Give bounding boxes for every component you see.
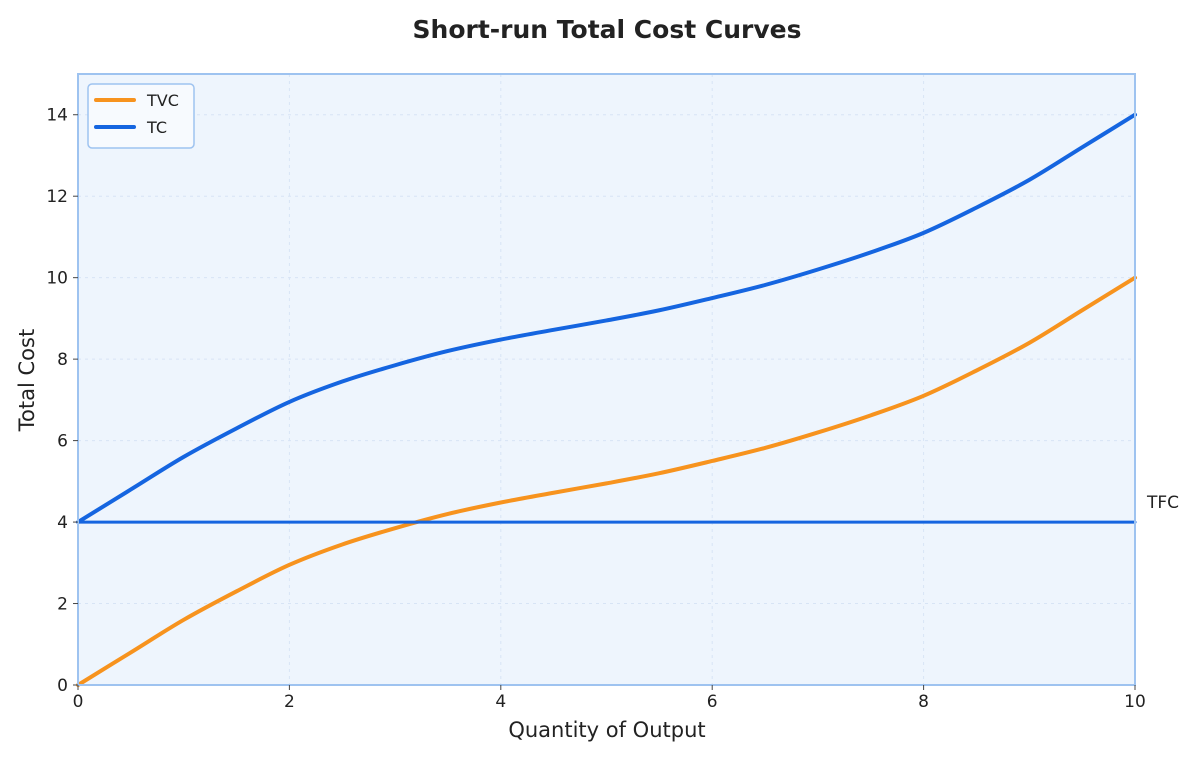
plot-frame [77, 73, 1136, 686]
x-tick-label: 6 [707, 692, 718, 712]
x-tick-label: 8 [918, 692, 929, 712]
annotations: TFC [1146, 493, 1179, 513]
y-tick-label: 4 [57, 513, 68, 533]
y-tick-label: 2 [57, 595, 68, 615]
tc-line [76, 112, 1137, 525]
y-tick-label: 8 [57, 350, 68, 370]
x-axis-label: Quantity of Output [508, 718, 705, 742]
x-tick-label: 2 [284, 692, 295, 712]
y-tick-label: 14 [46, 106, 68, 126]
y-tick-label: 10 [46, 269, 68, 289]
series-layer [76, 112, 1137, 687]
x-tick-label: 10 [1124, 692, 1146, 712]
y-axis-label: Total Cost [15, 329, 39, 432]
x-tick-label: 4 [495, 692, 506, 712]
chart-title: Short-run Total Cost Curves [413, 15, 802, 44]
legend-label: TVC [146, 91, 179, 110]
tfc-annotation: TFC [1146, 493, 1179, 513]
ticks: 0 2 4 6 8 10 0 2 4 6 8 10 12 14 [46, 106, 1145, 712]
y-tick-label: 12 [46, 187, 68, 207]
legend: TVC TC [87, 83, 195, 149]
y-tick-label: 6 [57, 432, 68, 452]
tvc-line [76, 275, 1137, 687]
legend-label: TC [146, 118, 167, 137]
x-tick-label: 0 [73, 692, 84, 712]
y-tick-label: 0 [57, 676, 68, 696]
